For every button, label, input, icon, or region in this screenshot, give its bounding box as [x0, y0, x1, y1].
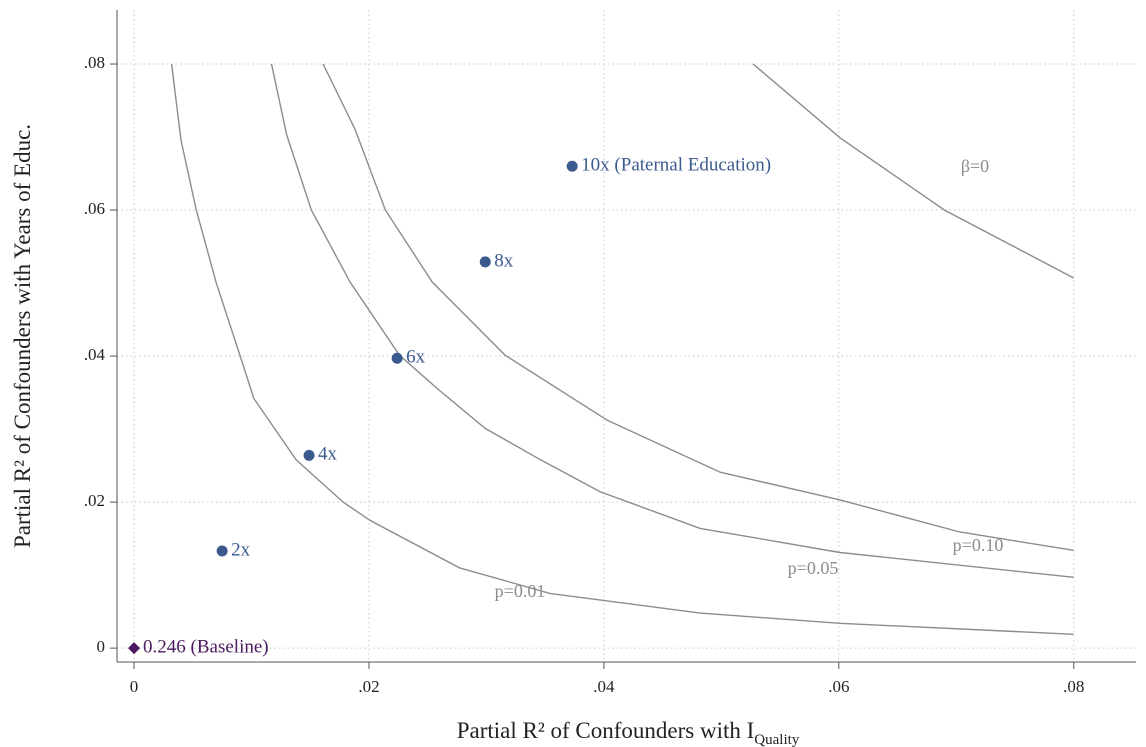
x-tick-label: .02 — [358, 677, 379, 696]
x-tick-label: .08 — [1063, 677, 1084, 696]
point-label: 0.246 (Baseline) — [143, 636, 269, 657]
point — [479, 256, 491, 268]
y-tick-label: 0 — [97, 637, 106, 656]
y-axis-label: Partial R² of Confounders with Years of … — [10, 124, 35, 548]
x-tick-label: .06 — [828, 677, 849, 696]
y-tick-label: .02 — [84, 491, 105, 510]
x-axis-label-main: Partial R² of Confounders with I — [457, 718, 755, 743]
point-label: 8x — [494, 250, 514, 271]
contour-line — [322, 63, 1074, 551]
point — [566, 160, 578, 172]
contour-label: p=0.01 — [495, 581, 546, 601]
contour-label: p=0.05 — [788, 558, 839, 578]
point-label: 10x (Paternal Education) — [581, 155, 771, 176]
x-axis-label-sub: Quality — [754, 732, 799, 747]
contour-label: β=0 — [961, 156, 989, 176]
contour-line — [170, 63, 1074, 635]
point-label: 2x — [231, 539, 251, 560]
contour-line — [270, 63, 1074, 578]
point — [128, 642, 141, 655]
x-tick-label: .04 — [593, 677, 615, 696]
point — [391, 352, 403, 364]
point-label: 4x — [318, 444, 338, 465]
x-axis-label: Partial R² of Confounders with IQuality — [457, 718, 800, 747]
point-label: 6x — [406, 347, 426, 368]
contour-label: p=0.10 — [953, 535, 1004, 555]
contour-line — [752, 63, 1075, 279]
x-tick-label: 0 — [130, 677, 139, 696]
point — [216, 545, 228, 557]
point — [303, 449, 315, 461]
y-tick-label: .06 — [84, 199, 105, 218]
y-tick-label: .08 — [84, 53, 105, 72]
y-tick-label: .04 — [84, 345, 106, 364]
